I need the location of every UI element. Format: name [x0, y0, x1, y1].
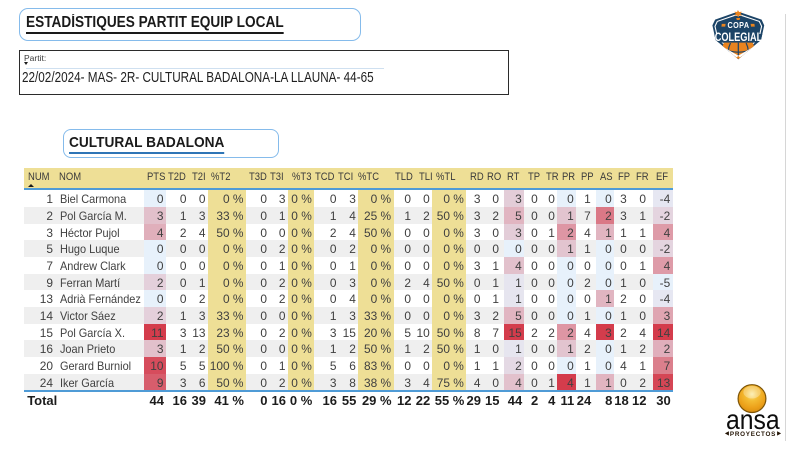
svg-text:COPA: COPA	[728, 20, 750, 30]
svg-text:COLEGIAL: COLEGIAL	[715, 30, 763, 44]
svg-text:ansa: ansa	[726, 404, 780, 436]
svg-text:PROYECTOS: PROYECTOS	[730, 431, 776, 438]
